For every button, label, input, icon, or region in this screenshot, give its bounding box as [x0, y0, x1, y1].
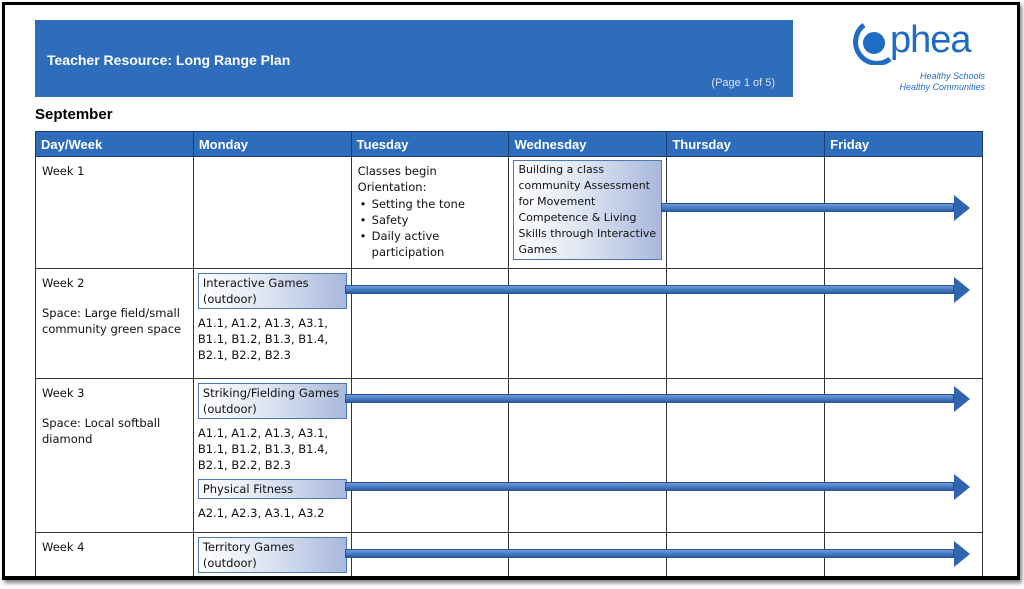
list-item: Setting the tone — [358, 196, 503, 212]
cell: Territory Games (outdoor) — [192, 532, 352, 576]
expectation-codes: A2.1, A2.3, A3.1, A3.2 — [197, 506, 325, 520]
activity-box: Building a class community Assessment fo… — [513, 160, 663, 260]
arrow-icon — [345, 277, 970, 303]
activity-box: Striking/Fielding Games (outdoor) — [197, 383, 347, 419]
col-header: Wednesday — [508, 131, 668, 157]
col-header: Tuesday — [350, 131, 510, 157]
activity-box: Physical Fitness — [197, 479, 347, 499]
cell: Week 3 Space: Local softball diamond — [35, 378, 194, 533]
space-text: Space: Local softball diamond — [42, 416, 161, 446]
table-header-row: Day/Week Monday Tuesday Wednesday Thursd… — [35, 131, 983, 157]
logo-tagline-1: Healthy Schools — [919, 71, 985, 81]
cell — [192, 156, 352, 269]
cell: Interactive Games (outdoor) A1.1, A1.2, A… — [192, 268, 352, 379]
activity-box: Territory Games (outdoor) — [197, 537, 347, 573]
expectation-codes: A1.1, A1.2, A1.3, A3.1, B1.1, B1.2, B1.3… — [197, 426, 329, 472]
table-row: Week 3 Space: Local softball diamond Stri… — [35, 378, 983, 533]
col-header: Thursday — [666, 131, 826, 157]
logo-tagline-2: Healthy Communities — [899, 82, 985, 92]
list-item: Daily active participation — [358, 228, 503, 260]
cell — [350, 378, 510, 533]
cell — [666, 378, 826, 533]
page-indicator: (Page 1 of 5) — [711, 77, 775, 89]
cell: Week 2 Space: Large field/small community… — [35, 268, 194, 379]
week-label: Week 2 — [42, 276, 85, 290]
cell — [666, 156, 826, 269]
week-label: Week 3 — [42, 386, 85, 400]
cell: Striking/Fielding Games (outdoor) A1.1, A… — [192, 378, 352, 533]
week-label: Week 4 — [35, 532, 194, 576]
plan-table: Day/Week Monday Tuesday Wednesday Thursd… — [35, 131, 983, 576]
arrow-icon — [345, 386, 970, 412]
expectation-codes: A1.1, A1.2, A1.3, A3.1, B1.1, B1.2, B1.3… — [197, 316, 329, 362]
list-item: Safety — [358, 212, 503, 228]
header-banner: Teacher Resource: Long Range Plan (Page … — [35, 20, 793, 97]
document-title: Teacher Resource: Long Range Plan — [47, 52, 291, 68]
col-header: Day/Week — [35, 131, 194, 157]
month-heading: September — [35, 106, 113, 123]
cell: Building a class community Assessment fo… — [508, 156, 668, 269]
cell-text: Orientation: — [357, 180, 427, 194]
col-header: Friday — [824, 131, 983, 157]
cell — [824, 378, 983, 533]
document-page: Teacher Resource: Long Range Plan (Page … — [2, 2, 1020, 580]
week-label: Week 1 — [35, 156, 194, 269]
logo-word: phea — [890, 19, 972, 61]
table-row: Week 1 Classes begin Orientation: Settin… — [35, 156, 983, 269]
cell — [508, 378, 668, 533]
arrow-icon — [345, 541, 970, 567]
cell: Classes begin Orientation: Setting the t… — [350, 156, 510, 269]
arrow-icon — [345, 474, 970, 500]
cell-text: Classes begin — [357, 164, 437, 178]
activity-box: Interactive Games (outdoor) — [197, 273, 347, 309]
ophea-logo: phea Healthy Schools Healthy Communities — [850, 19, 985, 97]
col-header: Monday — [192, 131, 352, 157]
logo-swirl-icon — [853, 23, 892, 65]
arrow-icon — [661, 195, 970, 221]
bullet-list: Setting the tone Safety Daily active par… — [358, 196, 503, 260]
space-text: Space: Large field/small community green… — [42, 306, 182, 336]
